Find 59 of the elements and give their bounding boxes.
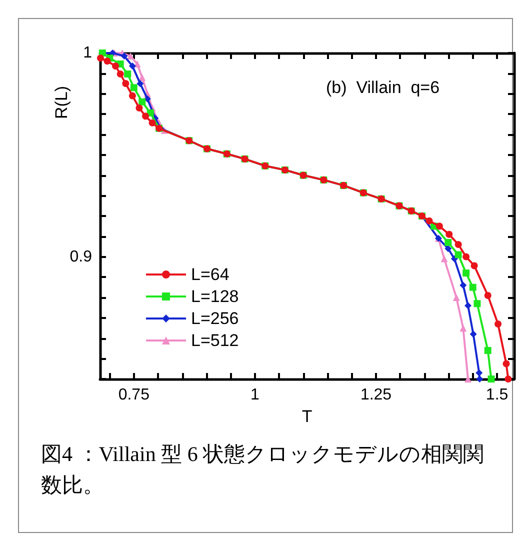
point	[444, 238, 452, 246]
y-axis-title: R(L)	[52, 86, 71, 119]
point	[470, 262, 478, 270]
x-tick-label: 0.75	[118, 386, 150, 404]
point	[484, 346, 492, 354]
point	[104, 58, 111, 65]
point	[440, 255, 448, 262]
point	[470, 330, 477, 338]
point	[488, 376, 495, 382]
point	[138, 74, 146, 81]
figure-frame: (b) Villain q=6 R(L) T 0.9 1 0.75 1 1.25 1.5 L=64 L=128 L=256 L=512 図4 ：Villain 型 6 状態クロックモデルの相関関数比。	[18, 18, 513, 533]
point	[446, 230, 453, 238]
point	[144, 95, 151, 102]
point	[148, 119, 156, 126]
caption: 図4 ：Villain 型 6 状態クロックモデルの相関関数比。	[41, 441, 486, 499]
legend-label: L=512	[191, 331, 239, 350]
point	[444, 245, 452, 252]
x-tick-label: 1.25	[360, 386, 392, 404]
point	[454, 251, 462, 258]
x-tick-label: 1.5	[486, 386, 508, 404]
legend-label: L=128	[191, 287, 239, 306]
point	[96, 54, 104, 62]
point	[127, 52, 134, 60]
point	[122, 80, 130, 88]
legend-label: L=64	[191, 265, 230, 284]
point	[128, 92, 136, 100]
point	[474, 300, 481, 308]
point	[142, 112, 150, 120]
point	[464, 302, 472, 310]
point	[460, 324, 467, 332]
point	[138, 98, 146, 106]
point	[134, 60, 141, 68]
point	[460, 282, 467, 289]
point	[476, 376, 484, 382]
point	[464, 376, 472, 382]
x-tick-label: 1	[250, 386, 260, 404]
point	[462, 270, 470, 277]
point	[426, 217, 433, 224]
point	[436, 222, 443, 230]
y-tick-label: 0.9	[70, 248, 92, 266]
point	[454, 241, 462, 248]
point	[130, 84, 138, 92]
point	[136, 104, 143, 112]
point	[116, 70, 124, 78]
legend-label: L=256	[191, 309, 239, 328]
point	[124, 70, 132, 78]
point	[494, 320, 502, 328]
point	[128, 62, 136, 70]
point	[484, 292, 492, 299]
point	[476, 369, 483, 376]
annotation: (b) Villain q=6	[326, 78, 440, 97]
x-axis-title: T	[302, 406, 312, 426]
point	[469, 284, 476, 291]
point	[120, 52, 128, 60]
point	[502, 360, 510, 368]
point	[462, 253, 470, 260]
point	[112, 62, 119, 70]
point	[136, 80, 144, 88]
point	[452, 294, 460, 301]
